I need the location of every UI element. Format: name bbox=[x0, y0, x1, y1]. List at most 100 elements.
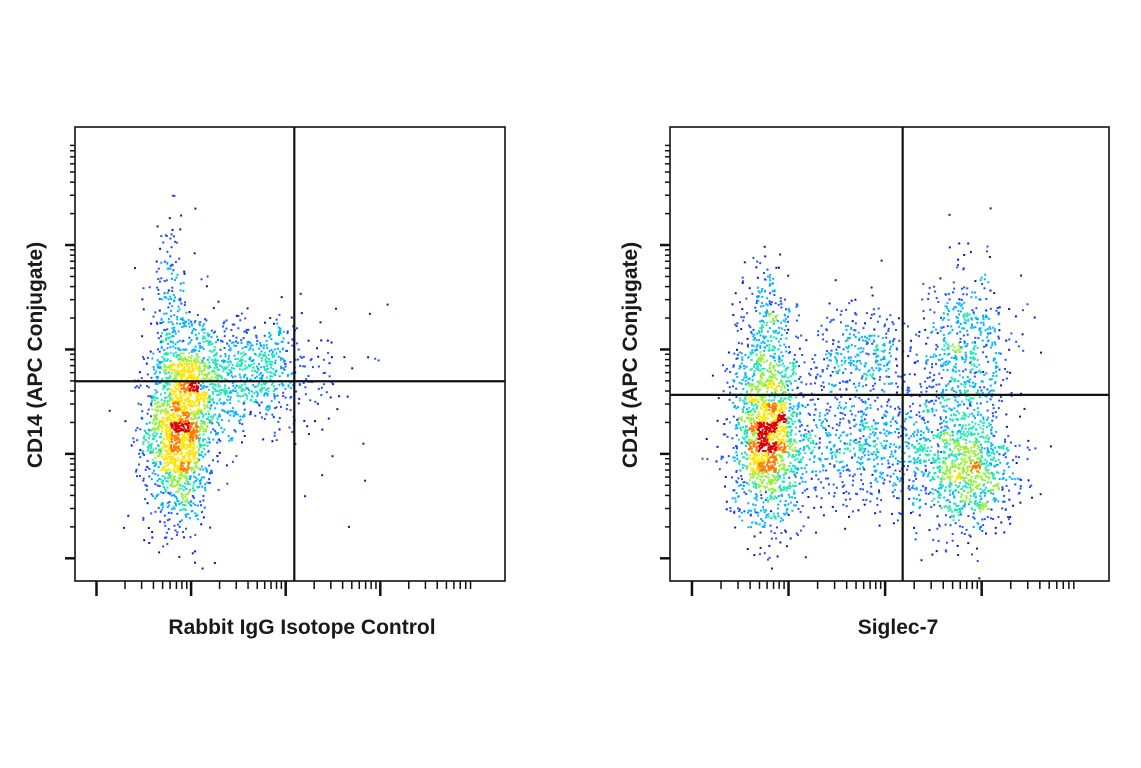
event-dot bbox=[221, 409, 224, 412]
event-dot bbox=[139, 428, 142, 431]
event-dot bbox=[199, 362, 202, 365]
event-dot bbox=[836, 449, 839, 452]
event-dot bbox=[773, 396, 776, 399]
event-dot bbox=[183, 362, 186, 365]
event-dot bbox=[184, 414, 187, 416]
event-dot bbox=[218, 385, 221, 388]
event-dot bbox=[751, 481, 754, 484]
event-dot bbox=[839, 472, 842, 475]
event-dot bbox=[809, 434, 812, 436]
event-dot bbox=[728, 386, 731, 389]
event-dot bbox=[214, 341, 217, 344]
event-dot bbox=[141, 410, 144, 413]
event-dot bbox=[785, 486, 788, 489]
event-dot bbox=[220, 375, 223, 378]
event-dot bbox=[146, 460, 149, 462]
event-dot bbox=[167, 318, 170, 320]
event-dot bbox=[932, 460, 935, 463]
event-dot bbox=[910, 416, 913, 419]
event-dot bbox=[864, 378, 867, 381]
event-dot bbox=[732, 446, 735, 449]
event-dot bbox=[783, 503, 786, 506]
event-dot bbox=[155, 270, 158, 273]
event-dot bbox=[761, 355, 764, 358]
event-dot bbox=[179, 381, 182, 384]
event-dot bbox=[753, 554, 756, 557]
event-dot bbox=[164, 408, 167, 411]
event-dot bbox=[779, 381, 782, 384]
event-dot bbox=[208, 349, 211, 352]
event-dot bbox=[151, 531, 154, 533]
event-dot bbox=[167, 298, 170, 301]
event-dot bbox=[149, 350, 152, 353]
event-dot bbox=[854, 414, 857, 417]
event-dot bbox=[180, 508, 183, 511]
event-dot bbox=[157, 267, 160, 270]
event-dot bbox=[270, 363, 273, 366]
event-dot bbox=[186, 379, 189, 382]
event-dot bbox=[182, 489, 185, 492]
event-dot bbox=[874, 399, 877, 402]
event-dot bbox=[179, 400, 182, 403]
event-dot bbox=[136, 439, 139, 442]
event-dot bbox=[203, 405, 206, 407]
event-dot bbox=[755, 428, 758, 431]
event-dot bbox=[221, 419, 224, 421]
event-dot bbox=[174, 351, 177, 354]
event-dot bbox=[193, 350, 196, 353]
event-dot bbox=[166, 461, 169, 464]
event-dot bbox=[164, 490, 167, 493]
event-dot bbox=[307, 433, 310, 436]
event-dot bbox=[758, 463, 760, 466]
event-dot bbox=[751, 473, 754, 476]
event-dot bbox=[762, 383, 765, 385]
event-dot bbox=[761, 371, 764, 374]
event-dot bbox=[764, 438, 767, 441]
event-dot bbox=[742, 484, 745, 487]
event-dot bbox=[239, 360, 241, 363]
event-dot bbox=[176, 497, 178, 500]
event-dot bbox=[203, 401, 206, 403]
event-dot bbox=[182, 348, 185, 351]
event-dot bbox=[181, 423, 183, 426]
event-dot bbox=[861, 488, 864, 491]
event-dot bbox=[752, 456, 755, 459]
event-dot bbox=[173, 477, 176, 480]
event-dot bbox=[168, 302, 171, 305]
event-dot bbox=[267, 367, 269, 370]
event-dot bbox=[196, 514, 199, 517]
event-dot bbox=[861, 456, 864, 459]
event-dot bbox=[849, 443, 852, 446]
event-dot bbox=[754, 422, 757, 425]
event-dot bbox=[260, 359, 263, 362]
event-dot bbox=[154, 403, 156, 405]
event-dot bbox=[192, 431, 195, 434]
event-dot bbox=[174, 529, 177, 532]
event-dot bbox=[866, 490, 869, 493]
event-dot bbox=[853, 405, 855, 408]
event-dot bbox=[206, 385, 209, 388]
event-dot bbox=[757, 426, 760, 429]
event-dot bbox=[795, 453, 798, 456]
event-dot bbox=[148, 475, 151, 478]
event-dot bbox=[781, 417, 784, 420]
event-dot bbox=[173, 408, 176, 411]
event-dot bbox=[886, 400, 889, 403]
event-dot bbox=[215, 359, 218, 362]
event-dot bbox=[202, 420, 205, 423]
event-dot bbox=[266, 347, 269, 350]
event-dot bbox=[168, 444, 171, 447]
event-dot bbox=[171, 372, 174, 375]
event-dot bbox=[235, 390, 237, 393]
event-dot bbox=[156, 363, 159, 366]
event-dot bbox=[768, 314, 771, 317]
event-dot bbox=[908, 497, 911, 500]
event-dot bbox=[181, 375, 184, 378]
event-dot bbox=[824, 418, 827, 420]
event-dot bbox=[192, 484, 195, 487]
event-dot bbox=[773, 445, 776, 447]
event-dot bbox=[172, 412, 175, 414]
event-dot bbox=[179, 403, 182, 406]
event-dot bbox=[232, 415, 235, 418]
event-dot bbox=[210, 469, 213, 472]
